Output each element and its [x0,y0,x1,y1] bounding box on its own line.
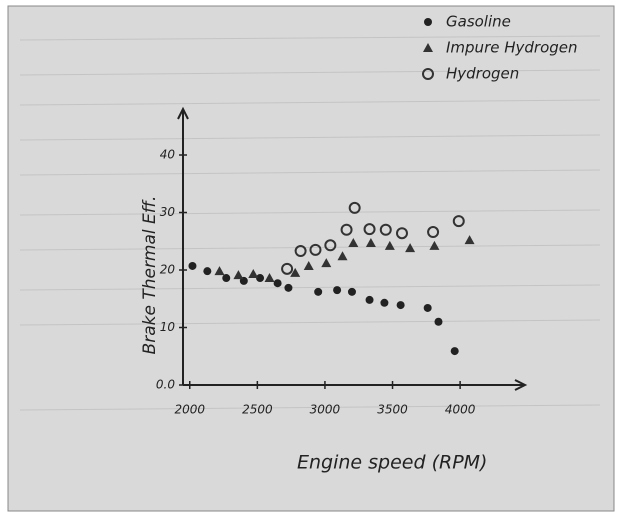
point [203,267,211,275]
point [314,288,322,296]
x-tick-label: 4000 [445,403,476,417]
point [188,262,196,270]
x-tick-label: 2000 [174,403,205,417]
point [274,279,282,287]
legend-label: Hydrogen [446,65,519,83]
x-tick-label: 3500 [377,403,408,417]
y-tick-label: 30 [160,205,176,219]
paper [8,6,614,511]
x-axis-label: Engine speed (RPM) [297,452,487,474]
legend-label: Impure Hydrogen [446,39,578,57]
point [397,301,405,309]
chart: Engine speed (RPM) Brake Thermal Eff. 0.… [0,0,624,517]
legend-label: Gasoline [446,13,511,31]
x-tick-label: 2500 [242,403,273,417]
point [451,347,459,355]
y-tick-label: 40 [160,148,176,162]
point [222,274,230,282]
x-tick-label: 3000 [310,403,341,417]
point [380,299,388,307]
point [434,318,442,326]
point [366,296,374,304]
y-tick-label: 0.0 [156,378,175,392]
point [333,286,341,294]
point [256,274,264,282]
point [348,288,356,296]
y-tick-label: 10 [160,320,176,334]
y-axis-label: Brake Thermal Eff. [140,196,160,355]
point [424,304,432,312]
y-tick-label: 20 [160,263,176,277]
legend-marker [424,18,432,26]
point [284,284,292,292]
